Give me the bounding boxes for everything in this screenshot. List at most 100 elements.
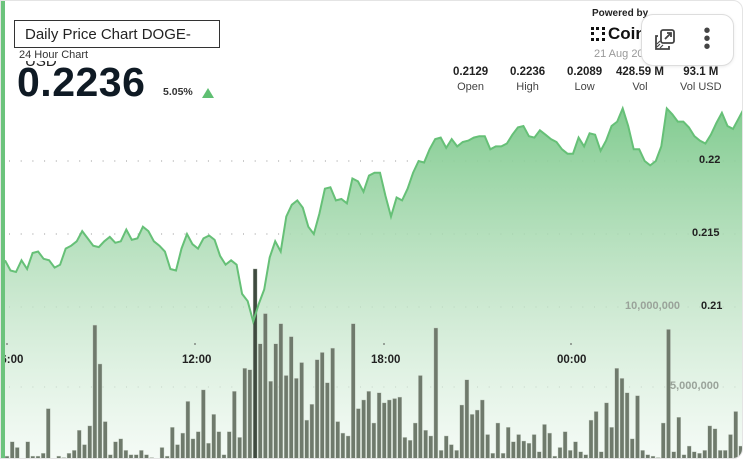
volume-bar (578, 451, 583, 458)
volume-bar (531, 434, 537, 458)
volume-bar (242, 368, 247, 458)
volume-bar (506, 427, 511, 458)
more-vert-icon[interactable]: • • • (703, 20, 711, 58)
provider-logo-icon (591, 27, 605, 41)
volume-bar (252, 268, 258, 458)
volume-bar (258, 343, 263, 458)
volume-bar (237, 437, 242, 458)
volume-bar (232, 391, 237, 458)
volume-bar (423, 430, 428, 458)
volume-bar (226, 431, 232, 458)
volume-bar (216, 431, 222, 458)
volume-bar (459, 404, 464, 458)
volume-bar (630, 438, 635, 458)
stat-low: 0.2089 Low (567, 66, 603, 93)
volume-bar (661, 422, 666, 458)
volume-bar (712, 428, 718, 458)
volume-bar (309, 404, 315, 458)
volume-bar (71, 450, 77, 458)
volume-bar (102, 421, 108, 458)
volume-bar (464, 379, 470, 458)
chart-date: 21 Aug 20 (594, 48, 644, 60)
volume-bar (676, 417, 681, 458)
volume-bar (30, 455, 35, 458)
volume-bar (557, 447, 563, 458)
volume-bar (118, 438, 123, 458)
volume-bar (61, 457, 66, 458)
up-triangle-icon (202, 88, 214, 98)
volume-bar (170, 427, 175, 458)
volume-bar (407, 440, 413, 458)
volume-bar (66, 453, 72, 458)
stat-volume: 428.59 M Vol (616, 66, 664, 93)
volume-bar (723, 450, 728, 458)
volume-bar (562, 431, 568, 458)
volume-bar (376, 392, 382, 458)
current-price: 0.2236 (17, 59, 146, 105)
open-external-icon[interactable] (653, 28, 677, 52)
volume-bar (500, 453, 506, 458)
volume-bar (402, 437, 408, 458)
volume-bar (583, 454, 588, 458)
volume-bar (433, 327, 439, 458)
accent-bar (1, 1, 5, 458)
volume-tick-10m: 10,000,000 (625, 300, 681, 312)
volume-bar (413, 422, 418, 458)
provider-logo[interactable]: Coin (591, 24, 646, 44)
volume-bar (490, 453, 495, 458)
volume-bar (645, 454, 650, 458)
volume-bar (418, 375, 423, 458)
volume-bar (180, 432, 185, 458)
volume-bar (195, 431, 201, 458)
volume-bar (480, 399, 485, 458)
volume-bar (221, 454, 227, 458)
price-change: 5.05% (163, 86, 193, 98)
volume-bar (133, 454, 139, 458)
volume-bar (521, 440, 526, 458)
volume-bar (97, 363, 103, 458)
volume-bar (92, 324, 98, 458)
volume-bar (304, 419, 309, 458)
volume-bar (428, 435, 433, 458)
volume-bar (516, 434, 521, 458)
volume-bar (702, 450, 707, 458)
volume-bar (206, 442, 211, 458)
provider-name: Coin (608, 24, 646, 43)
volume-bar (387, 399, 392, 458)
volume-bar (35, 455, 41, 458)
volume-bar (438, 450, 444, 458)
volume-bar (454, 450, 459, 458)
volume-bar (108, 454, 113, 458)
time-tick-1200: 12:00 (182, 354, 212, 366)
volume-bar (588, 419, 594, 458)
volume-bar (56, 455, 61, 458)
volume-bar (599, 451, 604, 458)
chart-toolbar: • • • (641, 14, 734, 66)
volume-bar (371, 422, 377, 458)
volume-bar (650, 455, 656, 458)
volume-bar (268, 381, 273, 458)
volume-bar (113, 441, 118, 458)
volume-bar (46, 408, 51, 458)
volume-bar (469, 414, 475, 458)
volume-bar (738, 445, 742, 458)
volume-bar (707, 425, 712, 458)
volume-bar (185, 401, 191, 458)
volume-bar (15, 447, 20, 458)
volume-bar (289, 336, 294, 458)
volume-bar (139, 450, 144, 458)
volume-bar (345, 435, 351, 458)
volume-bar (495, 422, 501, 458)
time-tick-0000: 00:00 (557, 354, 587, 366)
volume-bar (325, 382, 330, 458)
volume-bar (392, 398, 397, 458)
powered-by-label: Powered by (592, 8, 649, 19)
volume-bar (552, 455, 557, 458)
volume-tick-5m: 5,000,000 (670, 380, 719, 392)
stat-open: 0.2129 Open (453, 66, 489, 93)
volume-bar (175, 444, 180, 458)
volume-bar (537, 451, 542, 458)
volume-bar (294, 378, 299, 458)
